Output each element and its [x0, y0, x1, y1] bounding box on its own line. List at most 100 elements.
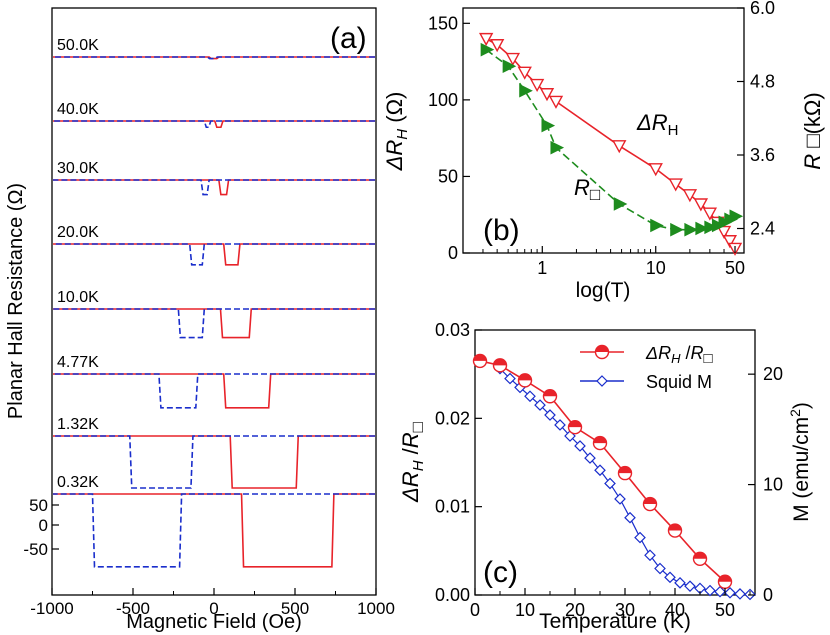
marker-half	[518, 373, 532, 381]
y-tick-label-left-c: 0.02	[435, 408, 470, 428]
point-ratio	[667, 523, 683, 538]
trace-up-1.32K	[53, 435, 375, 489]
point-squid	[504, 372, 516, 385]
panel-b-ticks: 1 10 50 0 50 100 150 2.4 3.6 4.8 6.0	[428, 0, 775, 278]
legend-marker-ratio	[594, 344, 610, 360]
point-squid	[534, 399, 546, 411]
point-dRH	[668, 178, 683, 192]
panel-a-traces: 50.0K 40.0K 30.0K 20.0K 10.0K 4.77K 1.32K 0.32K	[53, 37, 375, 568]
point-squid	[684, 580, 696, 593]
trace-up-0.32K	[53, 493, 375, 568]
point-Rsq	[519, 83, 533, 98]
panel-a-frame	[51, 7, 377, 596]
point-squid	[734, 588, 746, 600]
y-tick-label-a: 0	[39, 516, 48, 535]
point-ratio	[567, 419, 583, 435]
trace-label-1.32K: 1.32K	[57, 416, 99, 433]
point-Rsq	[704, 220, 718, 235]
y-tick-label-left-b: 50	[438, 166, 458, 186]
x-tick-label-c: 0	[470, 600, 480, 620]
point-dRH	[529, 78, 545, 93]
point-Rsq	[711, 218, 726, 233]
point-squid	[594, 464, 606, 477]
marker-half	[618, 466, 632, 474]
trace-label-10.0K: 10.0K	[57, 289, 99, 306]
trace-down-1.32K	[53, 435, 375, 489]
trace-up-40.0K	[53, 120, 375, 129]
trace-down-30.0K	[53, 179, 375, 196]
point-ratio	[472, 353, 488, 369]
panel-b-marks	[478, 32, 744, 256]
point-dRH	[722, 235, 738, 249]
x-tick-label-c: 40	[665, 600, 685, 620]
point-dRH	[716, 225, 732, 240]
trace-up-4.77K	[53, 373, 375, 409]
point-ratio	[592, 435, 608, 451]
panel-c-ticks: 0 10 20 30 40 50 0.00 0.01 0.02 0.03 0 10 20	[435, 320, 783, 620]
point-squid	[584, 452, 596, 464]
point-Rsq	[502, 59, 517, 73]
x-tick-label-a: 1000	[357, 599, 395, 618]
y-tick-label-right-c: 10	[763, 475, 783, 495]
point-dRH	[517, 66, 532, 80]
panel-b-ylabel-right: R □(kΩ)	[800, 92, 825, 169]
panel-b: 1 10 50 0 50 100 150 2.4 3.6 4.8 6.0 (b) log(T) ΔR…	[382, 0, 825, 302]
point-dRH	[682, 189, 698, 203]
point-ratio	[492, 358, 508, 373]
marker-half	[493, 358, 507, 366]
y-tick-label-right-c: 20	[763, 364, 783, 384]
trace-down-20.0K	[53, 243, 375, 266]
panel-a-ylabel: Planar Hall Resistance (Ω)	[5, 183, 27, 419]
point-Rsq	[695, 221, 709, 236]
trace-up-30.0K	[53, 179, 375, 196]
point-Rsq	[684, 222, 698, 237]
point-squid	[614, 493, 626, 505]
point-Rsq	[541, 118, 556, 133]
y-tick-label-left-b: 100	[428, 90, 458, 110]
point-ratio	[717, 574, 733, 589]
y-tick-label-left-b: 150	[428, 13, 458, 33]
point-ratio	[517, 373, 533, 388]
trace-label-40.0K: 40.0K	[57, 101, 99, 118]
y-tick-label-a: 50	[29, 496, 48, 515]
legend-marker-ratio-shape	[594, 344, 610, 360]
legend-label-ratio: ΔRH /R□	[645, 343, 713, 367]
x-tick-label-a: -1000	[30, 599, 73, 618]
y-tick-label-left-c: 0.03	[435, 320, 470, 340]
point-squid	[604, 477, 616, 490]
point-squid	[574, 440, 586, 452]
point-dRH	[539, 88, 555, 102]
point-squid	[654, 562, 666, 575]
trace-down-10.0K	[53, 308, 375, 339]
trace-label-0.32K: 0.32K	[57, 474, 99, 491]
trace-label-50.0K: 50.0K	[57, 37, 99, 54]
x-tick-label-b: 10	[646, 258, 666, 278]
panel-c-label: (c)	[483, 556, 518, 589]
panel-c-ylabel-left: ΔRH /R□	[398, 422, 427, 503]
marker-half	[643, 497, 657, 505]
trace-up-20.0K	[53, 243, 375, 266]
point-ratio	[692, 551, 708, 566]
point-dRH	[612, 140, 627, 154]
y-tick-label-right-c: 0	[763, 585, 773, 605]
panel-b-frame	[462, 7, 745, 254]
panel-c-ylabel-right: M (emu/cm2)	[787, 402, 813, 522]
panel-c: 0 10 20 30 40 50 0.00 0.01 0.02 0.03 0 10 20 (c) Tem…	[398, 320, 813, 633]
point-squid	[634, 531, 646, 544]
panel-a: 50.0K 40.0K 30.0K 20.0K 10.0K 4.77K 1.32K 0.32K…	[5, 7, 395, 633]
marker-half	[718, 575, 732, 582]
point-dRH	[478, 32, 494, 47]
point-dRH	[489, 39, 505, 53]
panel-b-xlabel: log(T)	[576, 279, 631, 302]
panel-c-legend: ΔRH /R□ Squid M	[580, 343, 713, 392]
panel-b-annotation-Rsq: R□	[574, 175, 600, 204]
point-Rsq	[650, 218, 664, 233]
marker-half	[595, 345, 609, 352]
point-dRH	[505, 52, 521, 66]
point-squid	[714, 585, 726, 598]
point-squid	[524, 390, 536, 403]
trace-down-40.0K	[53, 120, 375, 129]
panel-a-label: (a)	[330, 22, 367, 55]
point-squid	[704, 584, 716, 597]
